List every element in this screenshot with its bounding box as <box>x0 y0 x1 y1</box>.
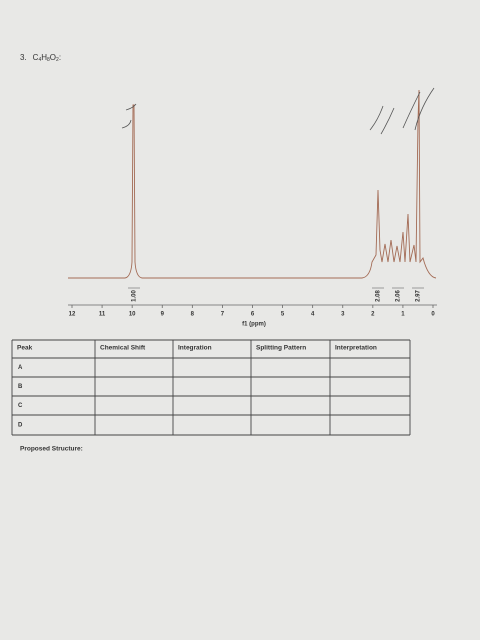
integration-label: 1.00 <box>132 290 138 302</box>
tick-label: 4 <box>311 312 315 318</box>
column-header: Interpretation <box>335 345 377 352</box>
spectrum-trace <box>68 89 437 279</box>
tick-label: 3 <box>341 312 345 318</box>
tick-label: 6 <box>251 312 255 318</box>
tick-label: 8 <box>191 312 195 318</box>
axis-label: f1 (ppm) <box>242 322 266 328</box>
tick-label: 9 <box>161 312 165 318</box>
integral-curves <box>121 87 435 135</box>
subscript: 8 <box>47 57 50 63</box>
tick-label: 2 <box>371 312 375 318</box>
title-part: : <box>59 53 61 62</box>
row-label: B <box>18 384 23 390</box>
title-part: 3. <box>20 53 27 62</box>
integration-label: 2.06 <box>396 290 402 302</box>
title-part: O <box>50 53 56 62</box>
row-label: C <box>18 403 23 409</box>
column-header: Splitting Pattern <box>256 345 306 352</box>
tick-label: 10 <box>129 312 136 318</box>
tick-label: 5 <box>281 312 285 318</box>
integration-label: 2.97 <box>416 290 422 302</box>
tick-label: 1 <box>401 312 405 318</box>
problem-title: 3. C4H8O2: <box>20 53 61 63</box>
subscript: 2 <box>56 57 59 63</box>
column-header: Peak <box>17 345 33 352</box>
tick-label: 7 <box>221 312 225 318</box>
title-part: H <box>41 53 47 62</box>
title-part: C <box>33 53 39 62</box>
tick-label: 0 <box>431 312 435 318</box>
column-header: Integration <box>178 345 212 352</box>
tick-label: 12 <box>69 312 76 318</box>
column-header: Chemical Shift <box>100 345 146 352</box>
tick-label: 11 <box>99 312 106 318</box>
row-label: A <box>18 365 23 371</box>
integration-label: 2.08 <box>376 290 382 302</box>
proposed-structure: Proposed Structure: <box>20 446 83 453</box>
subscript: 4 <box>38 57 41 63</box>
row-label: D <box>18 423 23 429</box>
